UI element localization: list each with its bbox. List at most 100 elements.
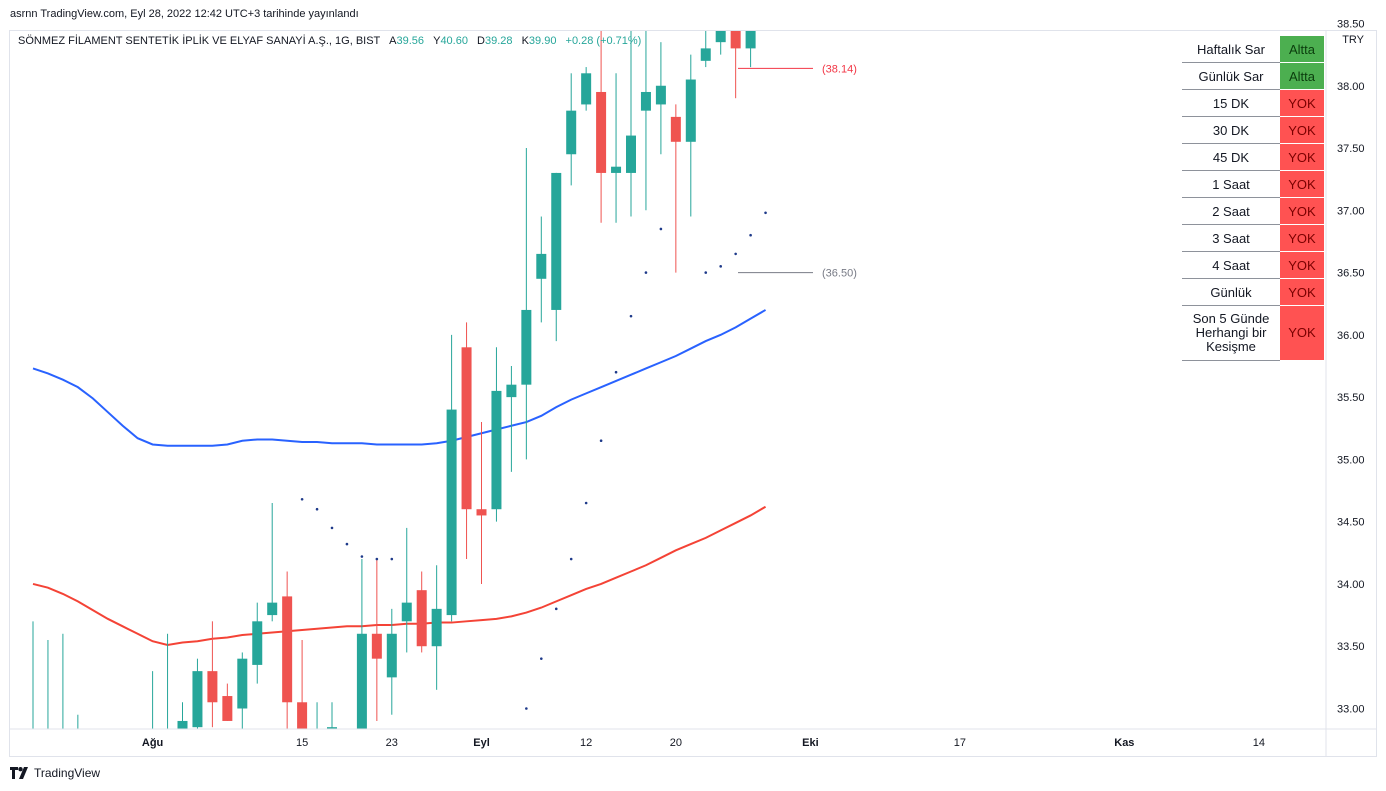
psar-dot [704, 271, 708, 274]
status-row: 3 Saat YOK [1182, 224, 1324, 252]
status-row: 4 Saat YOK [1182, 251, 1324, 279]
status-value: YOK [1280, 116, 1324, 144]
level-label: (36.50) [822, 268, 857, 280]
candle [416, 571, 427, 653]
psar-dot [599, 439, 603, 443]
status-value: Altta [1280, 62, 1324, 90]
legend-open-value: 39.56 [396, 35, 425, 47]
legend-close-label: K [521, 35, 529, 47]
psar-dot [300, 497, 304, 501]
status-label: Günlük Sar [1182, 62, 1280, 90]
legend-open-label: A [389, 35, 397, 47]
candle [237, 652, 248, 729]
candle-body [536, 253, 547, 279]
status-label: 15 DK [1182, 89, 1280, 117]
candle-body [88, 746, 98, 748]
status-value: YOK [1280, 143, 1324, 171]
candle [356, 559, 367, 729]
candle-body [177, 720, 188, 729]
candle-body [431, 608, 442, 647]
candle-body [700, 48, 711, 61]
psar-dot [614, 370, 618, 374]
status-label: 3 Saat [1182, 224, 1280, 252]
y-tick-label: 37.00 [1337, 205, 1365, 217]
candle [62, 633, 64, 729]
candle-body [626, 135, 636, 173]
currency-label: TRY [1342, 34, 1364, 46]
y-tick-label: 36.50 [1337, 268, 1365, 280]
candle [461, 322, 472, 560]
status-row: 15 DK YOK [1182, 89, 1324, 117]
psar-dot [540, 657, 543, 660]
ohlc-legend: SÖNMEZ FİLAMENT SENTETİK İPLİK VE ELYAF … [18, 35, 641, 47]
candle-body [207, 671, 218, 703]
candle [685, 54, 696, 217]
candle [297, 639, 308, 729]
candle [267, 502, 278, 622]
candle-body [730, 31, 741, 49]
y-tick-label: 38.50 [1337, 18, 1365, 30]
psar-dot [734, 252, 737, 256]
psar-dot [764, 211, 767, 215]
candle [167, 633, 169, 729]
x-tick-label: Eyl [473, 737, 490, 749]
candle-body [237, 658, 248, 709]
candle-body [655, 85, 666, 105]
candle-body [566, 110, 577, 155]
candle [476, 422, 487, 584]
candle-body [103, 746, 113, 748]
candle [745, 31, 756, 68]
psar-dot [749, 233, 752, 237]
y-tick-label: 36.00 [1337, 330, 1365, 342]
status-label: Son 5 Günde Herhangi bir Kesişme [1182, 305, 1280, 361]
x-tick-label: 15 [296, 737, 308, 749]
x-tick-label: 12 [580, 737, 592, 749]
candle [536, 216, 547, 323]
status-value: YOK [1280, 224, 1324, 252]
chart-frame [9, 30, 1377, 757]
legend-change: +0.28 (+0.71%) [565, 35, 642, 47]
candle-body [342, 746, 352, 748]
candle-body [461, 347, 472, 510]
status-label: 2 Saat [1182, 197, 1280, 225]
y-tick-label: 34.50 [1337, 517, 1365, 529]
candle-body [401, 602, 412, 622]
candle-body [446, 409, 457, 616]
candle [611, 73, 622, 223]
x-tick-label: 20 [670, 737, 682, 749]
psar-dot [644, 271, 648, 274]
status-label: 1 Saat [1182, 170, 1280, 198]
y-tick-label: 33.50 [1337, 641, 1365, 653]
candle [342, 733, 352, 747]
published-note: asrnn TradingView.com, Eyl 28, 2022 12:4… [10, 8, 359, 20]
y-tick-label: 34.00 [1337, 579, 1365, 591]
psar-dot [390, 557, 394, 561]
candle [47, 639, 49, 729]
status-row: Son 5 Günde Herhangi bir Kesişme YOK [1182, 305, 1324, 361]
y-tick-label: 38.00 [1337, 81, 1365, 93]
candle-body [596, 91, 607, 173]
y-tick-label: 35.50 [1337, 392, 1365, 404]
tradingview-logo-icon [10, 767, 28, 779]
candle-body [297, 702, 308, 729]
status-label: 4 Saat [1182, 251, 1280, 279]
candle [626, 31, 636, 217]
tradingview-brand[interactable]: TradingView [10, 766, 100, 780]
candle-body [252, 621, 263, 665]
status-row: 2 Saat YOK [1182, 197, 1324, 225]
candle [177, 702, 188, 729]
candle-body [312, 746, 322, 748]
status-value: YOK [1280, 197, 1324, 225]
candle [32, 621, 34, 729]
candle-body [371, 633, 382, 659]
brand-label: TradingView [34, 766, 101, 780]
status-row: Günlük YOK [1182, 278, 1324, 306]
status-row: Günlük Sar Altta [1182, 62, 1324, 90]
psar-dot [584, 501, 588, 505]
candle-body [491, 390, 502, 510]
legend-low-value: 39.28 [484, 35, 513, 47]
candle [551, 172, 562, 342]
y-tick-label: 37.50 [1337, 143, 1365, 155]
status-value: YOK [1280, 251, 1324, 279]
